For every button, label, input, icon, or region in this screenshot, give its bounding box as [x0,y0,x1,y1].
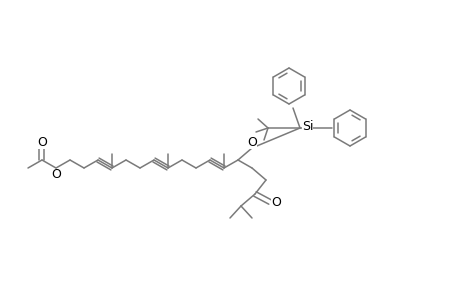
Text: Si: Si [302,121,313,134]
Text: O: O [37,136,47,148]
Text: O: O [246,136,257,148]
Text: O: O [270,196,280,208]
Text: O: O [51,169,61,182]
